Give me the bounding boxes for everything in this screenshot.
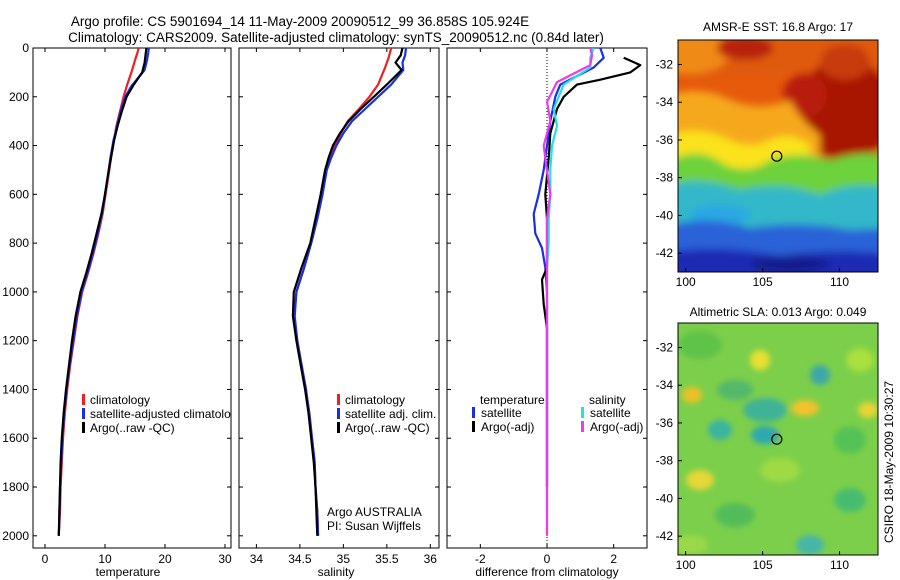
figure-title-line2: Climatology: CARS2009. Satellite-adjuste… [68, 30, 604, 45]
x-tick-label: 0 [544, 552, 551, 566]
legend-heading: salinity [589, 393, 626, 407]
y-tick-label: 1800 [2, 480, 29, 494]
legend-label: Argo(..raw -QC) [345, 421, 430, 435]
sst-map-frame [677, 39, 879, 273]
legend-swatch [581, 407, 584, 418]
y-tick-label: 400 [9, 139, 29, 153]
sst-field [678, 40, 878, 272]
map-x-tick-label: 105 [753, 558, 773, 572]
map-y-tick-label: -40 [656, 208, 674, 222]
map-x-tick-label: 110 [830, 275, 849, 289]
sla-argo-location-marker [771, 433, 783, 445]
map-y-tick-label: -38 [656, 171, 674, 185]
series-line [291, 48, 404, 536]
legend-swatch [472, 421, 475, 432]
y-tick-label: 0 [22, 41, 29, 55]
map-y-tick-label: -36 [656, 133, 674, 147]
map-y-tick-label: -40 [656, 491, 674, 505]
x-tick-label: 10 [98, 552, 112, 566]
salinity-axes-box [238, 47, 440, 549]
map-y-tick-label: -38 [656, 454, 674, 468]
x-tick-label: 34.5 [288, 552, 312, 566]
x-tick-label: 2 [610, 552, 617, 566]
map-x-tick-label: 110 [830, 558, 849, 572]
y-tick-label: 1200 [2, 334, 29, 348]
legend-swatch [581, 421, 584, 432]
map-x-tick-label: 100 [676, 275, 696, 289]
legend-label: satellite-adjusted climatolo [90, 407, 231, 421]
y-tick-label: 200 [9, 90, 29, 104]
series-line [542, 48, 594, 536]
y-tick-label: 1600 [2, 431, 29, 445]
map-y-tick-label: -32 [656, 341, 674, 355]
x-tick-label: -2 [475, 552, 486, 566]
legend-label: climatology [90, 393, 150, 407]
legend-label: satellite [481, 406, 522, 420]
map-y-tick-label: -32 [656, 58, 674, 72]
legend-swatch [337, 408, 340, 419]
legend-swatch [472, 407, 475, 418]
y-tick-label: 1400 [2, 382, 29, 396]
x-tick-label: 30 [218, 552, 232, 566]
legend-swatch [82, 394, 85, 405]
x-tick-label: 36 [424, 552, 438, 566]
sla-map-panel: Altimetric SLA: 0.013 Argo: 0.049 [656, 305, 879, 572]
sst-map-title: AMSR-E SST: 16.8 Argo: 17 [703, 20, 853, 34]
sst-map-panel: AMSR-E SST: 16.8 Argo: 17 100 105 11 [656, 20, 879, 289]
y-tick-label: 800 [9, 236, 29, 250]
x-tick-label: 35.5 [375, 552, 399, 566]
x-tick-label: 0 [42, 552, 49, 566]
legend-label: climatology [345, 393, 405, 407]
credit-line1: Argo AUSTRALIA [327, 505, 422, 519]
legend-label: Argo(-adj) [590, 420, 643, 434]
map-y-tick-label: -42 [656, 529, 674, 543]
sla-map-title: Altimetric SLA: 0.013 Argo: 0.049 [690, 305, 867, 319]
temperature-panel: 0 10 20 30 0 200 400 600 800 1000 1200 1400 1600 1800… [2, 41, 232, 579]
salinity-xlabel: salinity [318, 565, 355, 579]
legend-heading: temperature [480, 393, 545, 407]
map-y-tick-label: -42 [656, 246, 674, 260]
series-line [57, 48, 148, 536]
difference-panel: -2 0 2 temperaturesatelliteArgo(-adj)salin… [446, 47, 648, 579]
legend-swatch [82, 422, 85, 433]
map-y-tick-label: -34 [656, 95, 674, 109]
credit-line2: PI: Susan Wijffels [327, 519, 421, 533]
temperature-axes-box [32, 47, 232, 549]
x-tick-label: 34 [250, 552, 264, 566]
map-y-tick-label: -36 [656, 416, 674, 430]
sla-field [678, 331, 878, 555]
legend-label: Argo(..raw -QC) [90, 421, 175, 435]
map-x-tick-label: 105 [753, 275, 773, 289]
side-timestamp-label: CSIRO 18-May-2009 10:30:27 [882, 381, 896, 543]
figure-title-line1: Argo profile: CS 5901694_14 11-May-2009 … [71, 14, 529, 29]
legend-swatch [337, 394, 340, 405]
legend-swatch [337, 422, 340, 433]
x-tick-label: 35 [337, 552, 351, 566]
difference-xlabel: difference from climatology [475, 565, 618, 579]
map-y-tick-label: -34 [656, 378, 674, 392]
legend-swatch [82, 408, 85, 419]
sla-map-frame [677, 322, 879, 556]
temperature-xlabel: temperature [96, 565, 161, 579]
legend-label: satellite [590, 406, 631, 420]
x-tick-label: 20 [158, 552, 172, 566]
y-tick-label: 600 [9, 187, 29, 201]
legend-label: Argo(-adj) [481, 420, 534, 434]
map-x-tick-label: 100 [676, 558, 696, 572]
y-tick-label: 2000 [2, 529, 29, 543]
sst-argo-location-marker [771, 150, 783, 162]
legend-label: satellite adj. clim. [345, 407, 436, 421]
y-tick-label: 1000 [2, 285, 29, 299]
